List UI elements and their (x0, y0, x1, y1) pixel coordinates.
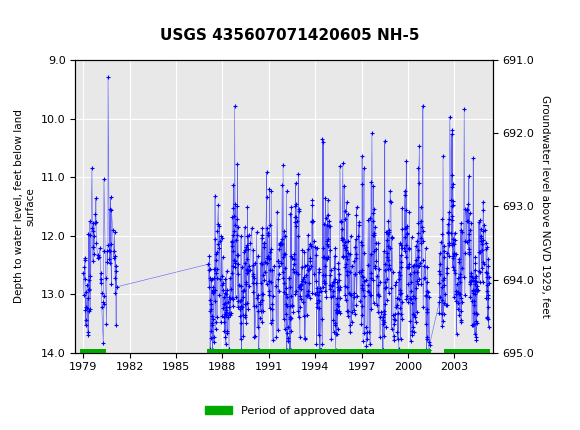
Legend: Period of approved data: Period of approved data (200, 401, 380, 420)
Text: ▒USGS: ▒USGS (3, 6, 61, 28)
Bar (444, 349, 490, 356)
Bar (80, 349, 106, 356)
Bar (207, 349, 431, 356)
Text: USGS 435607071420605 NH-5: USGS 435607071420605 NH-5 (160, 28, 420, 43)
Y-axis label: Groundwater level above NGVD 1929, feet: Groundwater level above NGVD 1929, feet (540, 95, 550, 318)
Y-axis label: Depth to water level, feet below land
surface: Depth to water level, feet below land su… (14, 110, 35, 303)
